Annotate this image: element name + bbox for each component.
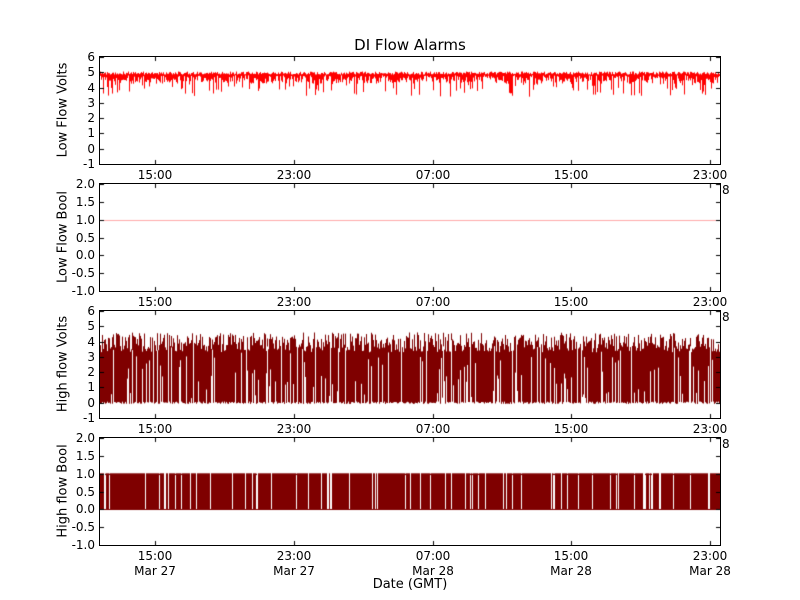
x-tick-label: 15:00	[137, 549, 173, 563]
y-tick-label: 1.0	[75, 212, 95, 227]
y-tick-label: 0	[87, 395, 95, 410]
y-tick-label: 0.0	[75, 248, 95, 263]
y-tick-label: 3	[87, 95, 95, 110]
subplot-high-flow-bool	[99, 437, 721, 546]
plot-canvas-high-flow-volts	[100, 311, 720, 418]
plot-canvas-low-flow-volts	[100, 57, 720, 164]
y-tick-label: -1	[83, 411, 95, 425]
date-tick-label: Mar 27	[273, 564, 315, 578]
y-tick-label: 1.5	[75, 194, 95, 209]
y-tick-label: 6	[87, 304, 95, 318]
y-tick-label: -1.0	[71, 538, 95, 552]
x-tick-label: 15:00	[553, 422, 589, 436]
subplot-low-flow-volts	[99, 56, 721, 165]
y-tick-label: 3	[87, 349, 95, 364]
x-tick-label: 07:00	[415, 168, 451, 182]
subplot-low-flow-bool	[99, 183, 721, 292]
y-tick-label: 4	[87, 80, 95, 95]
x-tick-label: 07:00	[415, 422, 451, 436]
y-tick-label: 2	[87, 111, 95, 126]
chart-title: DI Flow Alarms	[354, 36, 466, 54]
x-tick-label: 23:00	[692, 549, 728, 563]
y-tick-label: -0.5	[71, 266, 95, 281]
date-tick-label: Mar 28	[689, 564, 731, 578]
x-tick-label: 23:00	[276, 422, 312, 436]
y-tick-label: 0.0	[75, 502, 95, 517]
x-tick-label: 23:00	[276, 549, 312, 563]
x-tick-label: 15:00	[137, 295, 173, 309]
y-tick-label: 1.0	[75, 466, 95, 481]
date-tick-label: Mar 27	[134, 564, 176, 578]
subplot-high-flow-volts	[99, 310, 721, 419]
y-tick-label: 1	[87, 126, 95, 141]
x-tick-label: 15:00	[553, 168, 589, 182]
x-tick-label: 15:00	[137, 168, 173, 182]
date-tick-label: Mar 28	[412, 564, 454, 578]
y-tick-label: 2.0	[75, 177, 95, 191]
overflow-label-2: 8	[722, 310, 730, 324]
y-tick-label: 1.5	[75, 448, 95, 463]
y-tick-label: 4	[87, 334, 95, 349]
date-tick-label: Mar 28	[550, 564, 592, 578]
plot-canvas-high-flow-bool	[100, 438, 720, 545]
x-tick-label: 15:00	[553, 295, 589, 309]
x-tick-label: 23:00	[692, 168, 728, 182]
x-tick-label: 07:00	[415, 295, 451, 309]
y-tick-label: 1	[87, 380, 95, 395]
y-tick-label: 2	[87, 365, 95, 380]
x-tick-label: 15:00	[553, 549, 589, 563]
x-tick-label: 15:00	[137, 422, 173, 436]
y-tick-label: 5	[87, 319, 95, 334]
y-tick-label: -1.0	[71, 284, 95, 298]
x-tick-label: 23:00	[692, 422, 728, 436]
y-tick-label: 5	[87, 65, 95, 80]
y-tick-label: -1	[83, 157, 95, 171]
y-tick-label: -0.5	[71, 520, 95, 535]
overflow-label-3: 8	[722, 437, 730, 451]
y-tick-label: 0.5	[75, 230, 95, 245]
x-tick-label: 07:00	[415, 549, 451, 563]
y-tick-label: 6	[87, 50, 95, 64]
x-tick-label: 23:00	[276, 168, 312, 182]
overflow-label-1: 8	[722, 183, 730, 197]
x-axis-title: Date (GMT)	[372, 577, 448, 592]
y-tick-label: 0	[87, 141, 95, 156]
plot-canvas-low-flow-bool	[100, 184, 720, 291]
y-tick-label: 2.0	[75, 431, 95, 445]
x-tick-label: 23:00	[276, 295, 312, 309]
x-tick-label: 23:00	[692, 295, 728, 309]
y-tick-label: 0.5	[75, 484, 95, 499]
